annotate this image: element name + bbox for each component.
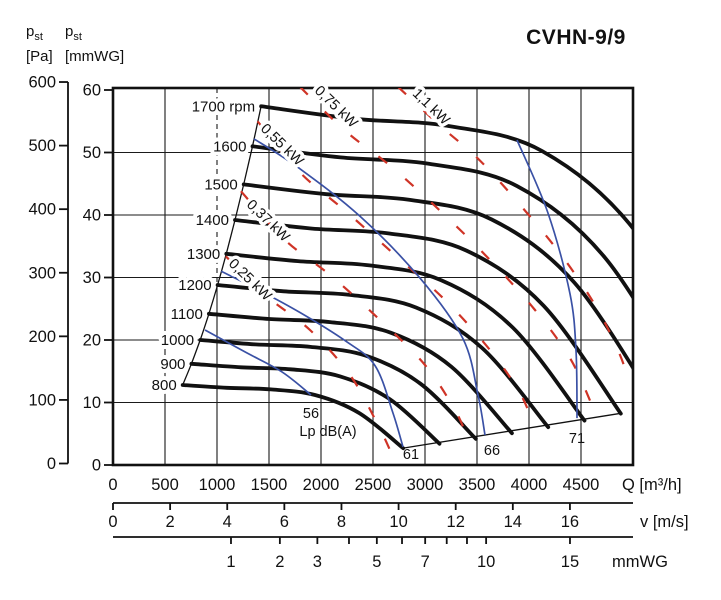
noise-label-61db: 61 xyxy=(403,447,419,463)
dyn-mmwg-tick-label-10: 10 xyxy=(477,553,495,571)
fan-curves xyxy=(180,104,633,451)
q-tick-label-4000: 4000 xyxy=(511,476,548,494)
mmwg-tick-label-30: 30 xyxy=(83,269,101,287)
pa-tick-label-100: 100 xyxy=(28,391,56,409)
fan-curve-1700rpm xyxy=(259,104,633,232)
surge-line xyxy=(182,106,262,386)
rpm-label-1200: 1200 xyxy=(178,277,211,294)
max-flow-line xyxy=(403,412,621,449)
rpm-label-1400: 1400 xyxy=(196,212,229,229)
dyn-mmwg-tick-label-15: 15 xyxy=(561,553,579,571)
fan-curve-900rpm xyxy=(189,361,442,446)
q-tick-label-3000: 3000 xyxy=(407,476,444,494)
v-axis xyxy=(112,502,633,510)
q-tick-label-0: 0 xyxy=(108,476,117,494)
power-label-0-25-kW: 0,25 kW xyxy=(225,256,275,305)
v-tick-label-4: 4 xyxy=(223,513,232,531)
plot-area xyxy=(180,88,633,451)
rpm-label-1300: 1300 xyxy=(187,246,220,263)
power-label-0-75-kW: 0,75 kW xyxy=(311,83,361,132)
fan-curve-1000rpm xyxy=(198,338,478,441)
mmwg-axis-symbol: pst xyxy=(65,23,82,43)
v-tick-label-10: 10 xyxy=(389,513,407,531)
v-tick-label-6: 6 xyxy=(280,513,289,531)
noise-label-66db: 66 xyxy=(484,443,500,459)
pa-axis-symbol: pst xyxy=(26,23,43,43)
v-tick-label-16: 16 xyxy=(561,513,579,531)
dyn-mmwg-tick-label-1: 1 xyxy=(226,553,235,571)
mmwg-axis-unit: [mmWG] xyxy=(65,48,125,65)
v-tick-label-14: 14 xyxy=(504,513,522,531)
noise-curves xyxy=(204,138,578,448)
rpm-label-800: 800 xyxy=(152,377,177,394)
rpm-label-1600: 1600 xyxy=(213,138,246,155)
noise-curve-71db xyxy=(516,139,578,419)
rpm-label-900: 900 xyxy=(160,356,185,373)
mmwg-tick-label-10: 10 xyxy=(83,394,101,412)
fan-curve-1400rpm xyxy=(233,218,623,416)
power-curve-0-25-kW xyxy=(225,255,391,451)
mmwg-axis-header: pst [mmWG] xyxy=(65,22,124,66)
pa-tick-label-200: 200 xyxy=(28,328,56,346)
q-tick-label-1000: 1000 xyxy=(199,476,236,494)
q-tick-label-4500: 4500 xyxy=(563,476,600,494)
dyn-mmwg-tick-label-7: 7 xyxy=(421,553,430,571)
plot-border xyxy=(111,86,635,467)
noise-curve-61db xyxy=(220,270,404,448)
dyn-mmwg-tick-label-5: 5 xyxy=(372,553,381,571)
mmwg-tick-label-0: 0 xyxy=(92,457,101,475)
pa-axis-header: pst [Pa] xyxy=(26,22,53,66)
fan-curve-1200rpm xyxy=(215,283,551,430)
fan-curve-1100rpm xyxy=(207,311,514,436)
v-tick-label-0: 0 xyxy=(108,513,117,531)
grid xyxy=(113,88,633,465)
q-tick-label-500: 500 xyxy=(151,476,179,494)
mmwg-axis xyxy=(104,89,113,466)
pa-axis xyxy=(59,81,69,465)
rpm-label-1700: 1700 rpm xyxy=(192,98,255,115)
q-axis-unit-label: Q [m³/h] xyxy=(622,476,682,494)
rpm-label-1100: 1100 xyxy=(171,306,203,323)
fan-curve-1600rpm xyxy=(250,144,633,301)
fan-curve-800rpm xyxy=(180,383,406,451)
pa-tick-label-300: 300 xyxy=(28,264,56,282)
pa-tick-label-0: 0 xyxy=(47,455,56,473)
pa-tick-label-600: 600 xyxy=(28,74,56,92)
noise-label-56db: 56 xyxy=(303,406,319,422)
pa-axis-unit: [Pa] xyxy=(26,48,53,65)
q-tick-label-2500: 2500 xyxy=(355,476,392,494)
v-tick-label-8: 8 xyxy=(337,513,346,531)
mmwg-tick-label-20: 20 xyxy=(83,332,101,350)
v-tick-label-12: 12 xyxy=(447,513,465,531)
mmwg-tick-label-50: 50 xyxy=(83,144,101,162)
chart-title: CVHN-9/9 xyxy=(526,26,626,49)
noise-curves-title: Lp dB(A) xyxy=(299,424,356,440)
pa-tick-label-500: 500 xyxy=(28,137,56,155)
dyn-mmwg-axis xyxy=(113,536,633,544)
dyn-mmwg-axis-unit-label: mmWG xyxy=(612,553,668,571)
rpm-label-1500: 1500 xyxy=(204,176,237,193)
noise-curve-66db xyxy=(253,138,486,436)
q-tick-label-2000: 2000 xyxy=(303,476,340,494)
q-tick-label-3500: 3500 xyxy=(459,476,496,494)
power-curve-0-55-kW xyxy=(256,120,535,424)
dyn-mmwg-tick-label-2: 2 xyxy=(275,553,284,571)
mmwg-tick-label-60: 60 xyxy=(83,82,101,100)
v-tick-label-2: 2 xyxy=(166,513,175,531)
fan-curve-1500rpm xyxy=(241,182,633,372)
dyn-mmwg-tick-label-3: 3 xyxy=(313,553,322,571)
noise-label-71db: 71 xyxy=(569,431,585,447)
pa-tick-label-400: 400 xyxy=(28,201,56,219)
q-tick-label-1500: 1500 xyxy=(251,476,288,494)
power-curves xyxy=(225,88,632,451)
v-axis-unit-label: v [m/s] xyxy=(640,513,689,531)
mmwg-tick-label-40: 40 xyxy=(83,207,101,225)
power-curve-0-75-kW xyxy=(299,88,593,406)
noise-curve-56db xyxy=(204,329,312,396)
fan-curve-1300rpm xyxy=(224,251,587,423)
rpm-label-1000: 1000 xyxy=(161,332,194,349)
